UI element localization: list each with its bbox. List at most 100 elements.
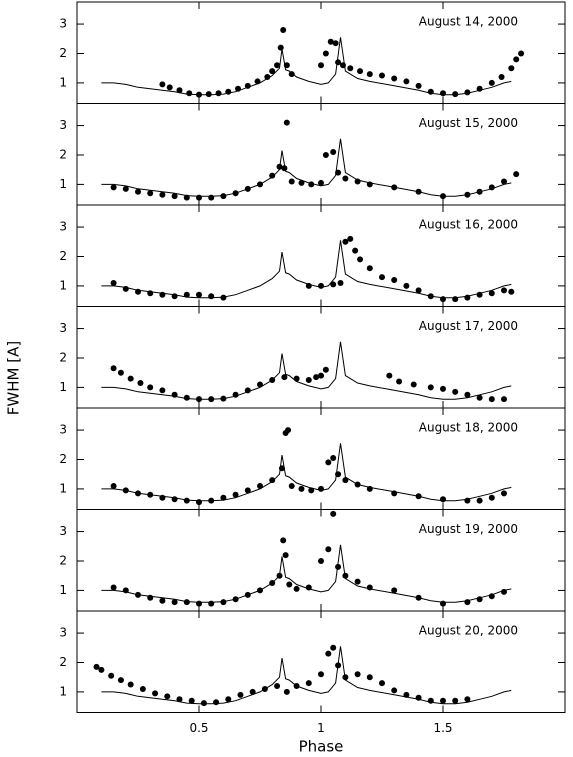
data-point: [269, 580, 276, 587]
data-point: [427, 88, 434, 95]
y-tick-label: 1: [59, 380, 67, 394]
data-point: [139, 685, 146, 692]
data-point: [513, 56, 520, 63]
data-point: [110, 365, 117, 372]
data-point: [183, 194, 190, 201]
data-point: [391, 184, 398, 191]
data-point: [278, 465, 285, 472]
data-point: [274, 62, 281, 69]
data-point: [244, 487, 251, 494]
data-point: [235, 85, 242, 92]
data-point: [318, 372, 324, 379]
data-point: [183, 497, 190, 504]
data-point: [249, 688, 256, 695]
data-point: [159, 387, 166, 394]
data-point: [501, 287, 507, 294]
data-point: [254, 78, 261, 85]
data-point: [464, 497, 471, 504]
data-point: [464, 391, 471, 398]
y-tick-label: 3: [59, 626, 67, 640]
data-point: [283, 688, 290, 695]
data-point: [171, 193, 178, 200]
data-point: [244, 82, 251, 89]
data-point: [225, 696, 232, 703]
y-tick-label: 3: [59, 17, 67, 31]
panel-title: August 15, 2000: [419, 116, 518, 130]
data-point: [281, 374, 288, 381]
data-point: [159, 291, 166, 298]
data-point: [196, 291, 202, 298]
data-point: [386, 372, 393, 379]
model-line: [101, 544, 512, 603]
data-point: [391, 687, 398, 694]
data-point: [269, 172, 276, 179]
data-point: [476, 497, 483, 504]
data-point: [366, 265, 373, 272]
data-point: [488, 184, 495, 191]
data-point: [98, 666, 105, 673]
data-point: [330, 281, 337, 288]
model-line: [101, 443, 512, 502]
data-point: [261, 685, 268, 692]
data-point: [135, 591, 141, 598]
data-point: [498, 74, 505, 81]
data-point: [501, 178, 507, 185]
y-tick-label: 3: [59, 220, 67, 234]
data-point: [476, 596, 483, 603]
data-point: [208, 396, 215, 403]
data-point: [330, 644, 337, 651]
data-point: [403, 78, 410, 85]
data-point: [379, 680, 385, 687]
data-point: [508, 288, 515, 295]
data-point: [152, 690, 159, 697]
data-point: [220, 599, 227, 606]
x-tick-label: 0.5: [189, 721, 208, 735]
data-point: [196, 91, 202, 98]
data-point: [396, 378, 403, 385]
data-point: [305, 680, 312, 687]
data-point: [237, 691, 244, 698]
data-point: [325, 459, 332, 466]
data-point: [196, 396, 202, 403]
data-point: [122, 587, 129, 594]
data-point: [476, 188, 483, 195]
data-point: [93, 663, 100, 670]
data-point: [366, 674, 373, 681]
data-point: [308, 181, 315, 188]
data-point: [357, 256, 364, 263]
data-point: [269, 377, 276, 384]
data-point: [264, 74, 271, 81]
data-point: [410, 381, 417, 388]
data-point: [159, 81, 166, 88]
data-point: [208, 600, 215, 607]
data-point: [282, 552, 289, 559]
data-point: [391, 587, 398, 594]
data-point: [391, 490, 398, 497]
data-point: [415, 493, 422, 500]
data-point: [208, 293, 215, 300]
data-point: [440, 697, 446, 704]
data-point: [171, 293, 178, 300]
data-point: [280, 26, 287, 33]
y-tick-label: 3: [59, 321, 67, 335]
data-point: [308, 487, 315, 494]
data-point: [220, 494, 227, 501]
data-point: [354, 178, 361, 185]
data-point: [288, 482, 295, 489]
data-point: [244, 387, 251, 394]
data-point: [288, 178, 295, 185]
y-axis-label: FWHM [A]: [5, 341, 23, 415]
data-point: [415, 82, 422, 89]
panel-title: August 16, 2000: [419, 218, 518, 232]
model-line: [101, 646, 512, 705]
data-point: [379, 72, 385, 79]
data-point: [440, 90, 446, 97]
data-point: [110, 482, 117, 489]
data-point: [298, 179, 305, 186]
data-point: [122, 185, 129, 192]
data-point: [347, 235, 354, 242]
data-point: [427, 384, 434, 391]
y-tick-label: 2: [59, 553, 67, 567]
data-point: [352, 247, 359, 254]
